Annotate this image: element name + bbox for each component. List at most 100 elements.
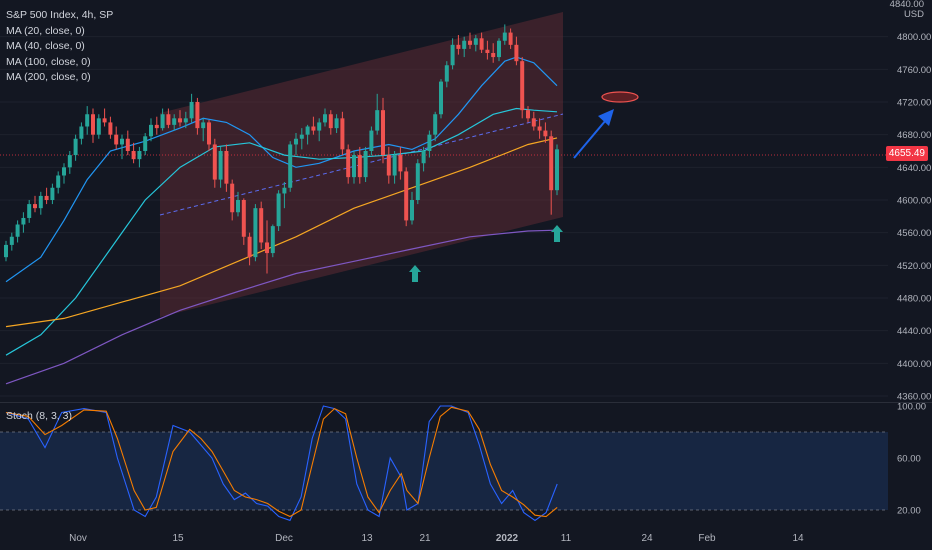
candle[interactable] — [439, 79, 443, 119]
candle[interactable] — [195, 97, 200, 135]
candle[interactable] — [189, 93, 194, 123]
candle[interactable] — [218, 146, 223, 188]
candle[interactable] — [67, 151, 72, 174]
candle[interactable] — [253, 204, 258, 262]
candle[interactable] — [514, 36, 519, 66]
candle[interactable] — [276, 190, 281, 232]
candle[interactable] — [143, 133, 148, 156]
candle[interactable] — [38, 191, 43, 215]
candle[interactable] — [282, 182, 287, 209]
candle[interactable] — [4, 240, 8, 262]
candle[interactable] — [311, 116, 316, 135]
annotations[interactable] — [409, 91, 639, 282]
ma40-label[interactable]: MA (40, close, 0) — [6, 40, 85, 52]
candle[interactable] — [247, 232, 252, 266]
candle[interactable] — [236, 191, 240, 217]
candle[interactable] — [154, 116, 159, 135]
candle[interactable] — [398, 146, 403, 180]
candle[interactable] — [50, 183, 55, 205]
candle[interactable] — [21, 212, 26, 233]
candle[interactable] — [108, 116, 113, 139]
candle[interactable] — [468, 32, 472, 49]
candle[interactable] — [259, 201, 264, 249]
candle[interactable] — [160, 108, 165, 131]
time-axis[interactable]: Nov 15 Dec 13 21 2022 11 24 Feb 14 — [69, 533, 804, 544]
candle[interactable] — [85, 106, 90, 135]
candle[interactable] — [120, 134, 124, 160]
candle[interactable] — [224, 144, 229, 192]
price-axis[interactable]: 4360.00 4400.00 4440.00 4480.00 4520.00 4560.… — [897, 32, 931, 402]
candle[interactable] — [415, 159, 420, 205]
candle[interactable] — [172, 114, 177, 131]
candle[interactable] — [125, 130, 130, 156]
candle[interactable] — [526, 106, 530, 123]
candle[interactable] — [166, 108, 171, 129]
candle[interactable] — [508, 28, 513, 49]
candle[interactable] — [352, 151, 356, 184]
candle[interactable] — [62, 163, 66, 184]
candle[interactable] — [79, 122, 84, 145]
stochastic-pane[interactable] — [0, 405, 888, 522]
candle[interactable] — [183, 111, 188, 129]
candle[interactable] — [386, 146, 391, 184]
stoch-title[interactable]: Stoch (8, 3, 3) — [6, 410, 72, 422]
projection-arrow[interactable] — [573, 119, 607, 159]
candle[interactable] — [497, 38, 501, 62]
target-ellipse[interactable] — [601, 91, 639, 103]
candle[interactable] — [357, 146, 362, 184]
candle[interactable] — [27, 200, 32, 223]
candle[interactable] — [444, 61, 449, 88]
candle[interactable] — [421, 146, 426, 172]
candle[interactable] — [520, 57, 525, 119]
candle[interactable] — [328, 110, 333, 135]
candle[interactable] — [270, 224, 275, 258]
candle[interactable] — [73, 134, 78, 161]
candle[interactable] — [485, 40, 490, 60]
candle[interactable] — [549, 130, 554, 215]
candle[interactable] — [33, 195, 37, 213]
candle[interactable] — [241, 198, 246, 245]
candle[interactable] — [433, 111, 438, 142]
candle[interactable] — [212, 138, 217, 188]
candle[interactable] — [537, 118, 542, 139]
candle[interactable] — [392, 151, 397, 184]
candle[interactable] — [230, 179, 235, 221]
candle[interactable] — [149, 118, 153, 142]
symbol-title[interactable]: S&P 500 Index, 4h, SP — [6, 9, 114, 21]
candle[interactable] — [555, 144, 559, 196]
candle[interactable] — [375, 93, 380, 135]
candle[interactable] — [96, 114, 101, 139]
candle[interactable] — [456, 35, 461, 55]
candle[interactable] — [363, 146, 368, 183]
candle[interactable] — [299, 128, 304, 150]
candle[interactable] — [207, 119, 211, 151]
candle[interactable] — [334, 114, 339, 134]
candle[interactable] — [317, 118, 322, 142]
candle[interactable] — [323, 108, 327, 127]
candle[interactable] — [462, 36, 467, 58]
candle[interactable] — [15, 220, 20, 243]
ma20-label[interactable]: MA (20, close, 0) — [6, 24, 85, 37]
candle[interactable] — [294, 133, 298, 156]
candle[interactable] — [450, 38, 455, 70]
candle[interactable] — [410, 191, 414, 225]
candle[interactable] — [201, 118, 206, 142]
candle[interactable] — [114, 126, 119, 150]
candlesticks[interactable] — [4, 24, 559, 274]
candle[interactable] — [265, 220, 269, 274]
candle[interactable] — [346, 144, 351, 184]
candle[interactable] — [381, 97, 385, 164]
candle[interactable] — [44, 187, 49, 205]
candle[interactable] — [473, 35, 478, 52]
ma200-label[interactable]: MA (200, close, 0) — [6, 71, 91, 83]
candle[interactable] — [288, 141, 293, 192]
candle[interactable] — [491, 43, 496, 63]
candle[interactable] — [102, 108, 107, 127]
stoch-axis[interactable]: 20.00 60.00 100.00 — [897, 402, 926, 517]
ma100-label[interactable]: MA (100, close, 0) — [6, 55, 91, 68]
candle[interactable] — [9, 232, 14, 251]
candle[interactable] — [404, 167, 409, 227]
candle[interactable] — [178, 110, 182, 127]
candle[interactable] — [56, 171, 61, 194]
